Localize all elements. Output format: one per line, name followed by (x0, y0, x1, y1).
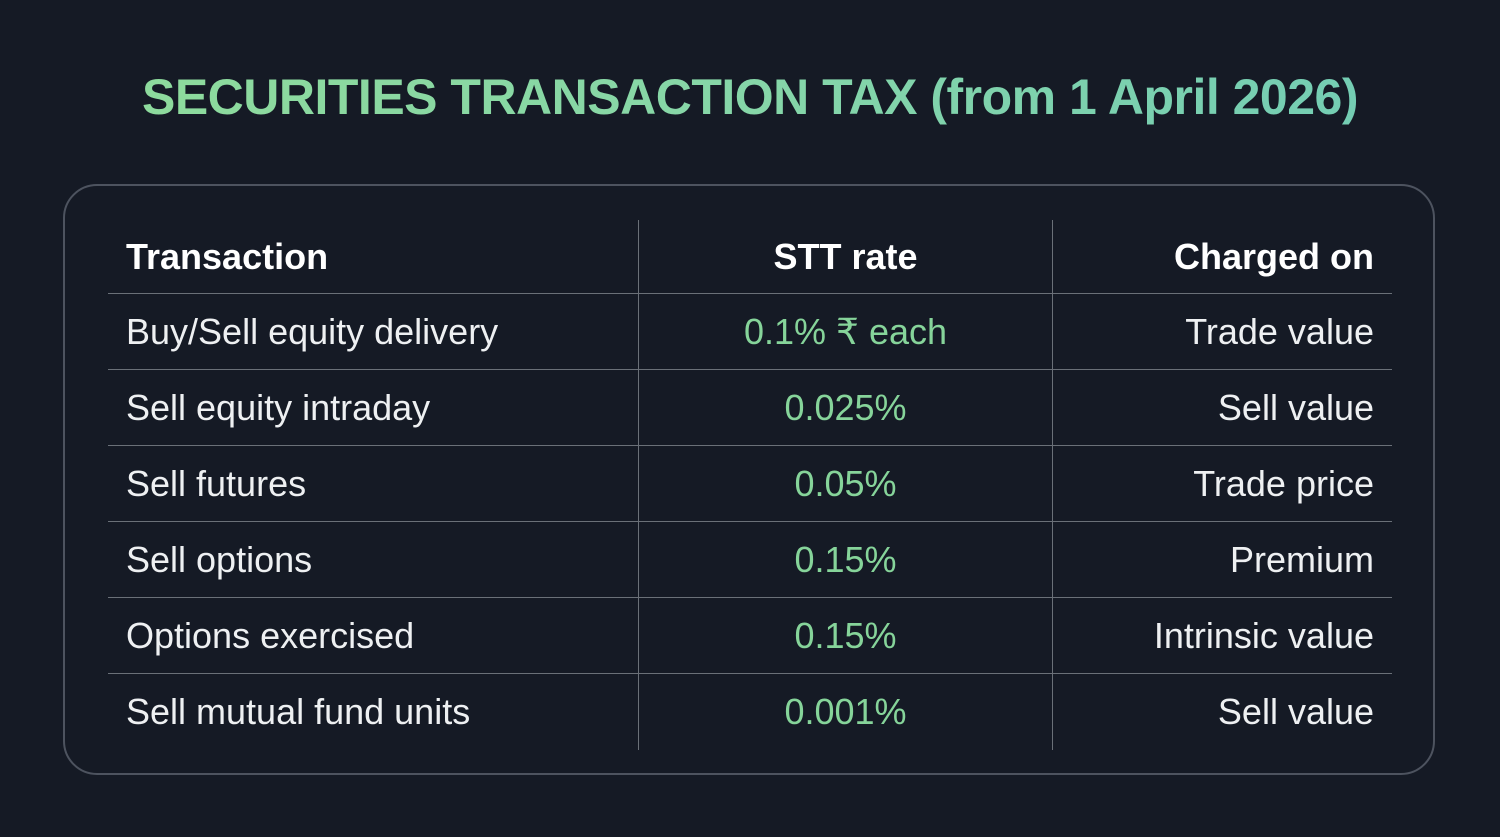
stt-rate-cell: 0.15% (639, 598, 1053, 673)
table-row: Options exercised 0.15% Intrinsic value (108, 598, 1392, 674)
charged-on-cell: Trade price (1193, 462, 1374, 504)
charged-on-cell: Sell value (1217, 691, 1374, 732)
stt-table: Transaction STT rate Charged on Buy/Sell… (108, 220, 1392, 750)
transaction-cell: Sell mutual fund units (108, 674, 639, 750)
transaction-cell: Buy/Sell equity delivery (108, 294, 639, 369)
charged-on-cell: Intrinsic value (1153, 614, 1374, 656)
table-row: Sell options 0.15% Premium (108, 522, 1392, 598)
transaction-cell: Sell equity intraday (108, 370, 639, 445)
table-row: Sell equity intraday 0.025% Sell value (108, 370, 1392, 446)
stt-rate-cell: 0.15% (639, 522, 1053, 597)
transaction-cell: Options exercised (108, 598, 639, 673)
stt-rate-cell: 0.001% (639, 674, 1053, 750)
charged-on-cell: Sell value (1217, 386, 1374, 428)
table-row: Buy/Sell equity delivery 0.1% ₹ each Tra… (108, 294, 1392, 370)
table-row: Sell futures 0.05% Trade price (108, 446, 1392, 522)
table-row: Sell mutual fund units 0.001% Sell value (108, 674, 1392, 750)
transaction-cell: Sell futures (108, 446, 639, 521)
page-title: SECURITIES TRANSACTION TAX (from 1 April… (0, 62, 1500, 132)
header-stt-rate: STT rate (639, 220, 1053, 293)
stt-rate-cell: 0.1% ₹ each (639, 294, 1053, 369)
header-transaction: Transaction (108, 220, 639, 293)
header-charged-on: Charged on (1173, 235, 1374, 277)
stt-rate-cell: 0.05% (639, 446, 1053, 521)
charged-on-cell: Trade value (1185, 310, 1374, 352)
table-header-row: Transaction STT rate Charged on (108, 220, 1392, 294)
charged-on-cell: Premium (1229, 538, 1374, 580)
stt-rate-cell: 0.025% (639, 370, 1053, 445)
table-card (63, 184, 1435, 775)
transaction-cell: Sell options (108, 522, 639, 597)
